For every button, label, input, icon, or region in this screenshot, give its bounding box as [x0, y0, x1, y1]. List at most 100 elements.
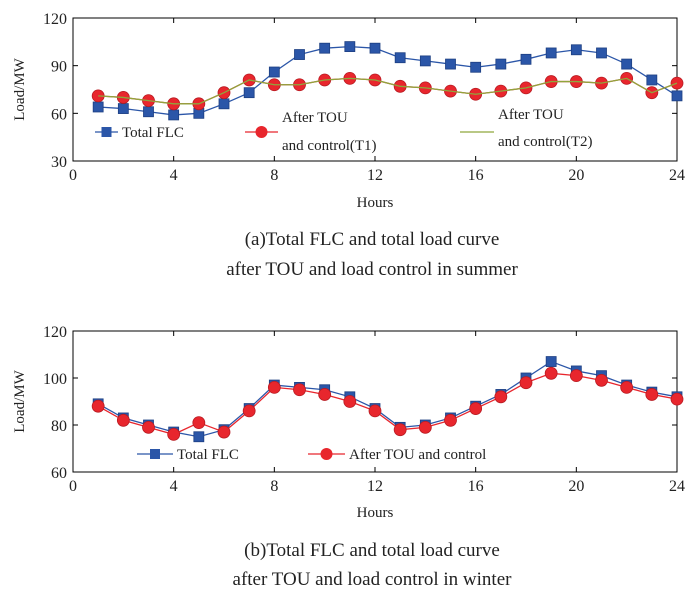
- series-0: [92, 41, 683, 121]
- legend-marker: [320, 448, 333, 460]
- series-1: [91, 71, 684, 111]
- series-line: [97, 360, 678, 438]
- y-tick-label: 60: [51, 465, 67, 482]
- legend-marker: [101, 127, 112, 137]
- data-point: [368, 404, 382, 418]
- x-tick-label: 16: [468, 478, 484, 495]
- data-point: [243, 87, 255, 99]
- data-point: [369, 42, 381, 54]
- y-tick-label: 100: [43, 371, 67, 388]
- chart-caption-subtitle: after TOU and load control in summer: [226, 259, 518, 280]
- legend-label: Total FLC: [122, 125, 184, 141]
- legend-label: After TOU: [282, 110, 348, 126]
- legend-marker: [150, 449, 160, 459]
- series-0: [92, 356, 683, 443]
- x-tick-label: 24: [669, 167, 685, 184]
- data-point: [168, 109, 180, 121]
- data-point: [595, 373, 608, 387]
- series-1: [91, 366, 684, 441]
- data-point: [143, 106, 154, 118]
- data-point: [293, 383, 306, 397]
- data-point: [394, 52, 406, 64]
- y-axis-label: Load/MW: [12, 57, 28, 120]
- data-point: [646, 74, 658, 86]
- data-point: [495, 58, 507, 70]
- chart-caption-title: (b)Total FLC and total load curve: [244, 540, 500, 561]
- y-tick-label: 90: [51, 59, 67, 76]
- data-point: [217, 425, 231, 439]
- legend-label: Total FLC: [177, 447, 239, 463]
- chart-winter: 0 4 8 12 16 20 24 60 80 100 120 Hours Load/MW Total F…: [12, 324, 685, 590]
- data-point: [671, 90, 683, 102]
- data-point: [545, 47, 557, 59]
- legend-item: After TOU and control: [308, 447, 486, 463]
- data-point: [469, 402, 483, 415]
- data-point: [519, 376, 533, 390]
- y-tick-label: 80: [51, 418, 67, 435]
- data-point: [470, 61, 482, 73]
- series-line: [97, 372, 678, 436]
- data-point: [570, 44, 582, 56]
- x-tick-label: 24: [669, 478, 685, 495]
- data-point: [596, 47, 607, 59]
- data-point: [343, 395, 357, 408]
- data-point: [267, 380, 281, 394]
- x-tick-label: 0: [69, 167, 77, 184]
- chart-caption-title: (a)Total FLC and total load curve: [245, 229, 500, 250]
- y-tick-label: 30: [51, 154, 67, 171]
- data-point: [116, 413, 130, 427]
- data-point: [344, 41, 356, 52]
- legend-item: After TOU and control(T2): [460, 107, 593, 150]
- legend-item: Total FLC: [95, 125, 184, 141]
- data-point: [193, 431, 205, 443]
- data-point: [445, 58, 456, 70]
- x-axis-label: Hours: [357, 195, 394, 211]
- data-point: [268, 66, 280, 78]
- data-point: [494, 390, 508, 404]
- data-point: [444, 413, 457, 427]
- data-point: [319, 42, 331, 54]
- x-tick-label: 20: [568, 167, 584, 184]
- legend-marker: [255, 126, 268, 138]
- data-point: [645, 388, 659, 401]
- data-point: [92, 101, 104, 113]
- data-point: [242, 404, 256, 418]
- x-tick-label: 12: [367, 167, 383, 184]
- data-point: [167, 427, 181, 441]
- legend-label: and control(T2): [498, 134, 593, 150]
- legend-label: and control(T1): [282, 138, 377, 154]
- data-point: [569, 369, 583, 383]
- y-tick-label: 60: [51, 106, 67, 123]
- x-tick-label: 4: [170, 478, 178, 495]
- data-point: [318, 388, 332, 401]
- series-line: [98, 77, 678, 105]
- data-point: [620, 380, 634, 394]
- data-point: [419, 55, 431, 67]
- y-tick-label: 120: [43, 324, 67, 341]
- y-tick-label: 120: [43, 11, 67, 28]
- legend-item: Total FLC: [137, 447, 239, 463]
- data-point: [393, 423, 407, 437]
- data-point: [117, 103, 129, 114]
- legend-label: After TOU and control: [349, 447, 486, 463]
- data-point: [91, 399, 105, 413]
- x-tick-label: 8: [270, 478, 278, 495]
- x-tick-label: 4: [170, 167, 178, 184]
- data-point: [670, 392, 684, 406]
- series-2: [98, 77, 678, 105]
- data-point: [218, 98, 230, 110]
- x-tick-label: 16: [468, 167, 484, 184]
- data-point: [294, 49, 305, 60]
- series-line: [98, 45, 678, 116]
- x-axis-label: Hours: [357, 505, 394, 521]
- data-point: [520, 53, 532, 65]
- data-point: [192, 416, 206, 430]
- data-point: [545, 356, 557, 367]
- x-tick-label: 0: [69, 478, 77, 495]
- chart-summer: 0 4 8 12 16 20 24 30 60 90 120 Hours Load/MW Total FL…: [12, 11, 685, 280]
- x-tick-label: 8: [270, 167, 278, 184]
- data-point: [142, 420, 155, 434]
- x-tick-label: 12: [367, 478, 383, 495]
- data-point: [544, 366, 558, 380]
